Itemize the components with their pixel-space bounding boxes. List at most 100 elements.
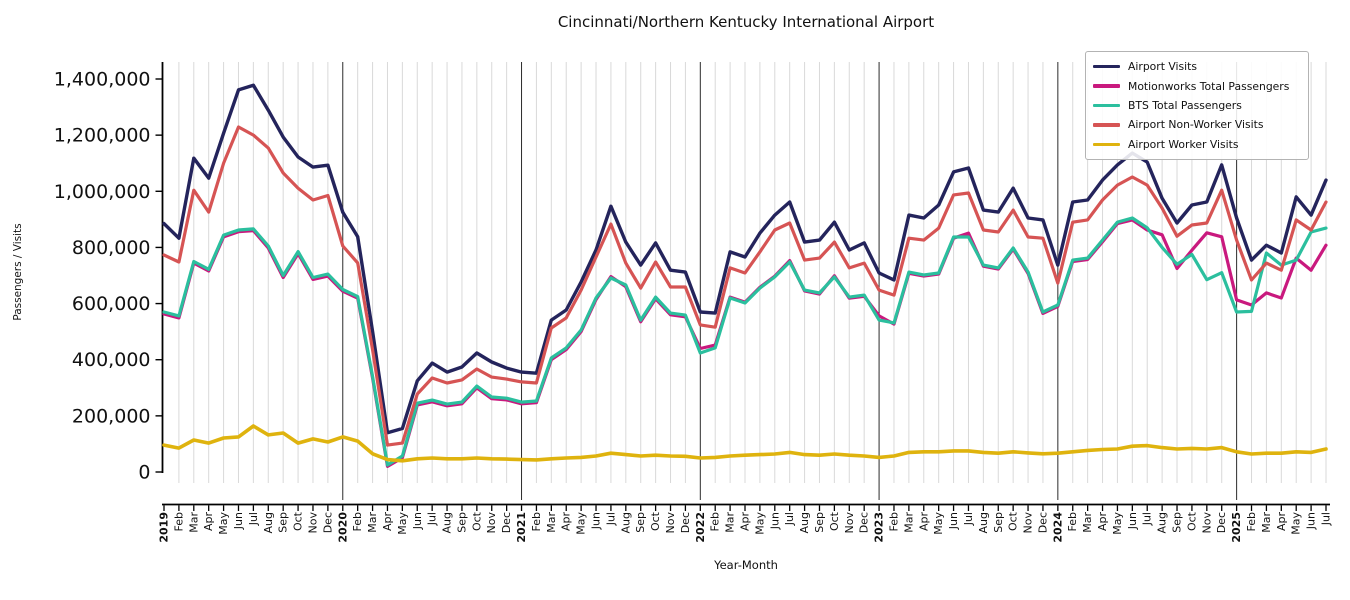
x-tick-label: Aug (977, 512, 990, 533)
x-tick-label: May (575, 512, 588, 535)
legend-label: Airport Visits (1128, 60, 1198, 74)
x-tick-label: 2023 (873, 512, 886, 543)
x-tick-label: Jun (411, 512, 424, 530)
legend-label: Airport Non-Worker Visits (1128, 118, 1264, 132)
series-line-airport-worker-visits (162, 424, 1328, 463)
x-tick-label: Dec (1215, 512, 1228, 533)
x-tick-label: Jun (1126, 512, 1139, 530)
x-tick-label: Feb (1066, 512, 1079, 531)
x-tick-label: Aug (619, 512, 632, 533)
legend: Airport Visits Motionworks Total Passenge… (1085, 51, 1309, 160)
x-tick-label: Feb (172, 512, 185, 531)
x-tick-label: Feb (351, 512, 364, 531)
x-tick-label: Nov (664, 512, 677, 534)
legend-item: Motionworks Total Passengers (1093, 76, 1301, 95)
x-tick-label: Dec (858, 512, 871, 533)
x-tick-label: Nov (485, 512, 498, 534)
y-tick-label: 200,000 (72, 405, 151, 427)
legend-line-swatch (1093, 84, 1120, 88)
x-tick-label: May (1111, 512, 1124, 535)
legend-label: Motionworks Total Passengers (1128, 79, 1290, 93)
x-tick-label: Feb (887, 512, 900, 531)
x-tick-label: Nov (1022, 512, 1035, 534)
x-tick-label: Oct (292, 511, 305, 531)
x-tick-label: Mar (902, 512, 915, 533)
x-tick-label: Mar (366, 512, 379, 533)
x-tick-label: Sep (455, 512, 468, 533)
x-tick-label: Jul (1320, 512, 1333, 526)
x-tick-label: Nov (306, 512, 319, 534)
x-tick-label: Oct (1185, 511, 1198, 531)
y-tick-label: 1,400,000 (54, 69, 151, 91)
x-tick-label: Jun (768, 512, 781, 530)
x-tick-label: Sep (813, 512, 826, 533)
x-tick-label: Aug (262, 512, 275, 533)
x-tick-label: 2024 (1051, 512, 1064, 543)
x-tick-label: 2021 (515, 512, 528, 543)
x-tick-label: May (217, 512, 230, 535)
legend-label: Airport Worker Visits (1128, 137, 1239, 151)
x-tick-label: Dec (321, 512, 334, 533)
x-tick-label: Oct (649, 511, 662, 531)
legend-label: BTS Total Passengers (1128, 98, 1242, 112)
y-tick-label: 800,000 (72, 237, 151, 259)
x-tick-label: Apr (739, 512, 752, 532)
x-tick-label: 2022 (694, 512, 707, 543)
y-tick-label: 0 (138, 462, 150, 484)
x-tick-label: Sep (1171, 512, 1184, 533)
x-tick-label: Jul (962, 512, 975, 526)
x-tick-label: Jul (604, 512, 617, 526)
x-tick-label: May (753, 512, 766, 535)
x-tick-label: Dec (500, 512, 513, 533)
x-tick-label: Jun (232, 512, 245, 530)
x-tick-label: Jul (783, 512, 796, 526)
x-tick-label: Feb (709, 512, 722, 531)
x-tick-label: Apr (381, 512, 394, 532)
x-tick-label: Dec (1036, 512, 1049, 533)
legend-item: BTS Total Passengers (1093, 96, 1301, 115)
legend-item: Airport Non-Worker Visits (1093, 115, 1301, 134)
legend-line-swatch (1093, 123, 1120, 127)
x-tick-label: Apr (917, 512, 930, 532)
x-tick-label: 2019 (158, 512, 171, 543)
x-tick-label: Mar (724, 512, 737, 533)
y-tick-label: 1,200,000 (54, 125, 151, 147)
x-tick-label: Apr (1275, 512, 1288, 532)
x-tick-label: Feb (530, 512, 543, 531)
x-tick-label: Mar (545, 512, 558, 533)
series-line-bts-total-passengers (162, 216, 1328, 467)
x-tick-label: May (396, 512, 409, 535)
legend-line-swatch (1093, 103, 1120, 108)
x-tick-label: Aug (798, 512, 811, 533)
x-tick-label: Aug (1156, 512, 1169, 533)
chart-title: Cincinnati/Northern Kentucky Internation… (557, 13, 935, 31)
x-tick-label: Mar (1081, 512, 1094, 533)
legend-line-swatch (1093, 65, 1120, 69)
x-tick-label: Dec (679, 512, 692, 533)
x-tick-label: May (932, 512, 945, 535)
x-tick-label: Oct (828, 511, 841, 531)
x-tick-label: Mar (1260, 512, 1273, 533)
x-tick-label: Jul (247, 512, 260, 526)
x-tick-label: Jun (947, 512, 960, 530)
x-tick-label: Jul (1141, 512, 1154, 526)
legend-item: Airport Worker Visits (1093, 135, 1301, 154)
x-tick-label: Nov (843, 512, 856, 534)
x-tick-label: Mar (187, 512, 200, 533)
legend-item: Airport Visits (1093, 57, 1301, 76)
x-tick-label: Sep (634, 512, 647, 533)
x-tick-label: Nov (1200, 512, 1213, 534)
x-tick-label: Apr (1096, 512, 1109, 532)
x-tick-label: Apr (202, 512, 215, 532)
y-tick-label: 1,000,000 (54, 181, 151, 203)
x-tick-label: May (1290, 512, 1303, 535)
x-axis-label: Year-Month (714, 558, 778, 572)
x-tick-label: Jun (1305, 512, 1318, 530)
x-tick-label: Jun (590, 512, 603, 530)
y-tick-label: 600,000 (72, 293, 151, 315)
x-tick-label: Feb (1245, 512, 1258, 531)
x-tick-label: Oct (1007, 511, 1020, 531)
x-tick-label: Apr (560, 512, 573, 532)
x-tick-label: Sep (277, 512, 290, 533)
